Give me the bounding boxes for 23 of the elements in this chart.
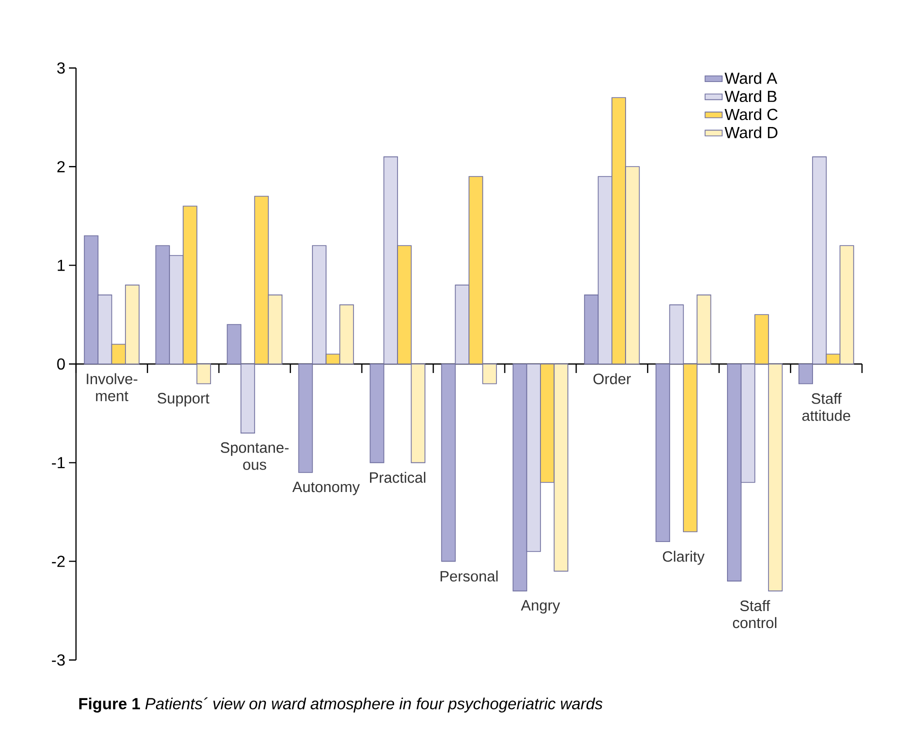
x-tick-label: Involve-ment bbox=[86, 373, 138, 402]
y-tick-label: 3 bbox=[57, 62, 65, 74]
x-tick-label: Angry bbox=[520, 600, 560, 614]
x-tick-label: Practical bbox=[370, 472, 426, 483]
x-tick-label: Spontane-ous bbox=[220, 442, 289, 470]
legend-label: Ward C bbox=[724, 108, 778, 120]
y-tick-label: 2 bbox=[57, 161, 65, 172]
legend-label: Ward A bbox=[724, 72, 778, 84]
y-tick-label: -2 bbox=[52, 556, 65, 567]
y-tick-label: 1 bbox=[58, 260, 65, 271]
x-tick-label: Personal bbox=[440, 570, 498, 582]
x-tick-label: Autonomy bbox=[292, 482, 360, 496]
y-tick-label: 0 bbox=[57, 358, 65, 370]
legend-label: Ward D bbox=[724, 126, 778, 138]
y-tick-label: -3 bbox=[52, 654, 65, 666]
x-tick-label: Staff attitude bbox=[802, 392, 850, 421]
x-tick-label: Order bbox=[593, 373, 631, 384]
x-tick-label: Support bbox=[158, 392, 210, 407]
y-tick-label: -1 bbox=[52, 457, 65, 468]
x-tick-label: Clarity bbox=[662, 550, 705, 565]
x-tick-label: Staff control bbox=[732, 600, 776, 628]
legend-label: Ward B bbox=[724, 90, 776, 102]
text: Figure 1 Patients´ view on ward atmosphere in four psychogeriatric wards bbox=[79, 697, 602, 713]
